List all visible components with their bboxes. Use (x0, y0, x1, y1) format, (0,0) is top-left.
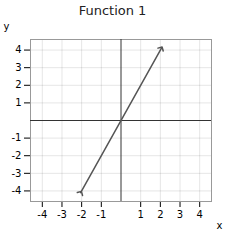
svg-text:-3: -3 (12, 168, 22, 179)
svg-text:4: 4 (197, 209, 203, 220)
svg-text:4: 4 (15, 44, 21, 55)
svg-text:-1: -1 (12, 132, 22, 143)
svg-text:3: 3 (177, 209, 183, 220)
svg-text:-4: -4 (37, 209, 47, 220)
svg-text:1: 1 (15, 97, 21, 108)
svg-text:y: y (4, 21, 10, 32)
svg-text:x: x (217, 220, 223, 231)
svg-text:2: 2 (15, 79, 21, 90)
svg-text:1: 1 (137, 209, 143, 220)
svg-text:-1: -1 (96, 209, 106, 220)
svg-text:-4: -4 (12, 185, 22, 196)
svg-text:-3: -3 (57, 209, 67, 220)
html-text:Function 1: Function 1 (78, 3, 147, 18)
svg-text:3: 3 (15, 62, 21, 73)
svg-text:-2: -2 (12, 150, 22, 161)
svg-text:2: 2 (157, 209, 163, 220)
svg-text:-2: -2 (77, 209, 87, 220)
